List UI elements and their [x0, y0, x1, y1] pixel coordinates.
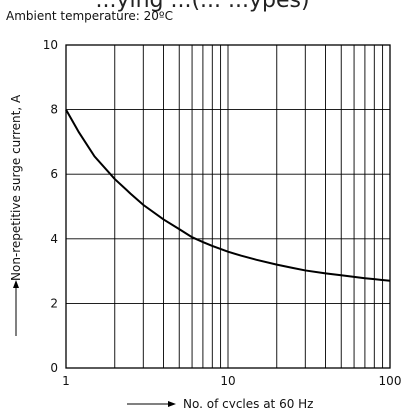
- y-tick-label: 2: [50, 296, 58, 310]
- y-axis-label: Non-repetitive surge current, A: [9, 94, 23, 281]
- y-tick-labels: 0 2 4 6 8 10: [43, 38, 58, 375]
- chart-heading-cropped: ...ying ...(... ...ypes): [95, 0, 310, 13]
- chart-subtitle: Ambient temperature: 20ºC: [6, 9, 173, 23]
- grid-lines: [66, 45, 390, 368]
- x-axis-label-group: No. of cycles at 60 Hz: [127, 397, 313, 408]
- y-axis-arrow-head: [13, 280, 19, 288]
- plot-frame: [65, 44, 391, 369]
- x-tick-label: 1: [62, 374, 70, 388]
- x-tick-label: 10: [220, 374, 235, 388]
- y-tick-label: 6: [50, 167, 58, 181]
- y-tick-label: 4: [50, 232, 58, 246]
- y-tick-label: 0: [50, 361, 58, 375]
- y-tick-label: 10: [43, 38, 58, 52]
- x-axis-label: No. of cycles at 60 Hz: [183, 397, 313, 408]
- x-tick-labels: 1 10 100: [62, 374, 401, 388]
- x-tick-label: 100: [379, 374, 402, 388]
- series-line: [65, 109, 391, 282]
- y-tick-label: 8: [50, 103, 58, 117]
- y-axis-label-group: Non-repetitive surge current, A: [9, 94, 23, 336]
- x-axis-arrow-head: [168, 401, 176, 407]
